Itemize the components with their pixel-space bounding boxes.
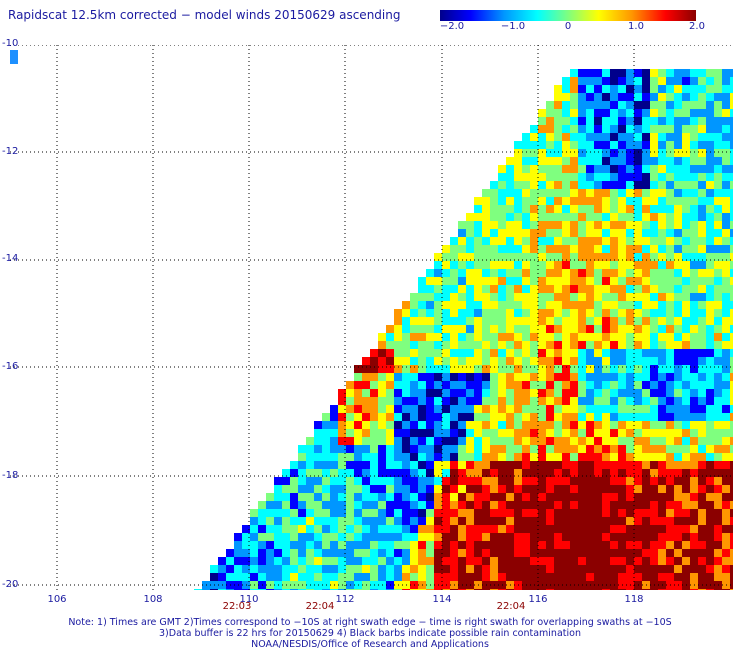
lon-label: 106 [47, 594, 67, 605]
colorbar-tick: 1.0 [628, 21, 644, 32]
swath-time-label: 22:03 [222, 601, 252, 612]
lon-label: 112 [335, 594, 355, 605]
colorbar-tick: 0 [564, 21, 572, 32]
swath-field [10, 45, 733, 590]
lat-label: -12 [2, 146, 19, 157]
lat-lon-grid [10, 45, 733, 590]
lat-label: -10 [2, 38, 19, 49]
lon-label: 114 [432, 594, 452, 605]
wind-difference-map [10, 45, 733, 590]
corner-marker [10, 50, 18, 64]
swath-time-label: 22:04 [305, 601, 335, 612]
lat-label: -20 [2, 579, 19, 590]
swath-cells [194, 69, 733, 590]
lat-label: -18 [2, 470, 19, 481]
footnote-line-2: 3)Data buffer is 22 hrs for 20150629 4) … [159, 628, 581, 639]
footnote-line-3: NOAA/NESDIS/Office of Research and Appli… [251, 639, 489, 650]
colorbar-tick: −1.0 [500, 21, 526, 32]
swath-time-label: 22:04 [496, 601, 526, 612]
lat-label: -16 [2, 361, 19, 372]
colorbar-tick: 2.0 [689, 21, 705, 32]
lon-label: 110 [239, 594, 259, 605]
map-title: Rapidscat 12.5km corrected − model winds… [8, 8, 401, 22]
lon-label: 118 [624, 594, 644, 605]
footnote-line-1: Note: 1) Times are GMT 2)Times correspon… [68, 617, 672, 628]
lat-label: -14 [2, 253, 19, 264]
colorbar [440, 10, 696, 21]
colorbar-tick: −2.0 [439, 21, 465, 32]
lon-label: 116 [528, 594, 548, 605]
lon-label: 108 [143, 594, 163, 605]
